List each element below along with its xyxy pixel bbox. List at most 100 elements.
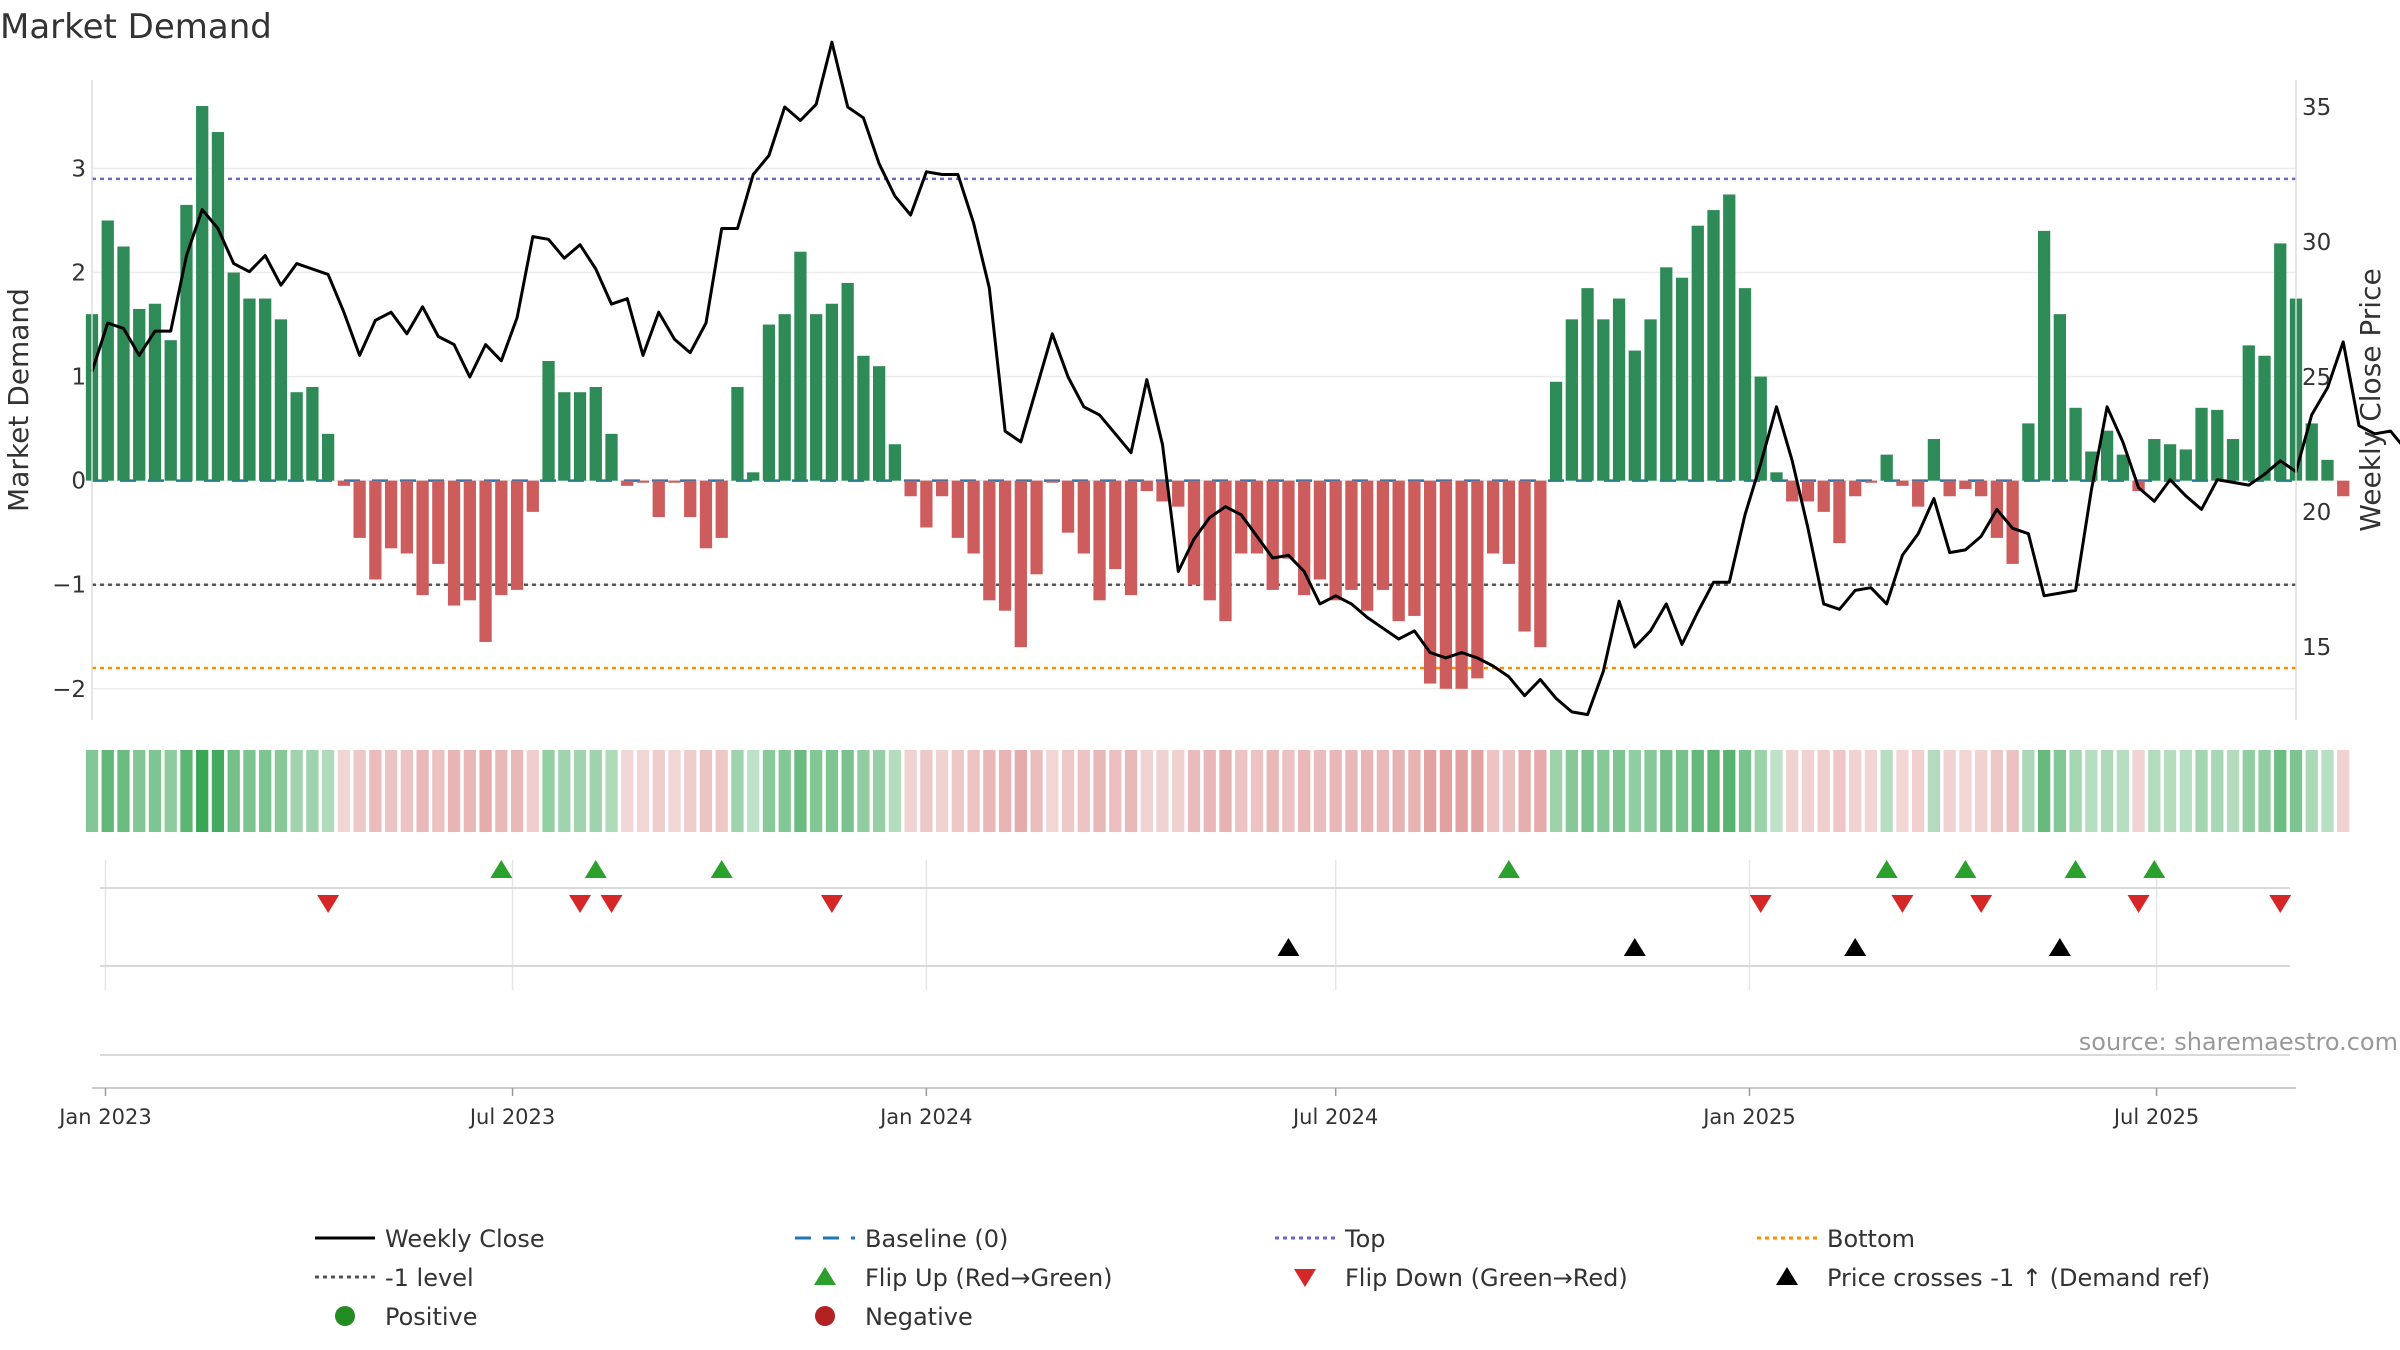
strip-cell xyxy=(400,750,413,832)
axes: −2 −1 0 1 2 3 15 20 25 30 35 xyxy=(52,80,2331,720)
strip-cell xyxy=(636,750,650,832)
legend-label: Bottom xyxy=(1827,1225,1915,1253)
demand-bar-positive xyxy=(290,392,303,481)
strip-cell xyxy=(1109,750,1122,832)
demand-bar-positive xyxy=(2037,230,2051,481)
demand-bar-positive xyxy=(259,298,272,481)
demand-bar-negative xyxy=(526,480,539,512)
demand-bar-positive xyxy=(2321,459,2334,481)
demand-bar-negative xyxy=(416,480,429,596)
legend-swatch-circle xyxy=(815,1306,835,1326)
demand-bar-positive xyxy=(2163,444,2177,481)
demand-bar-negative xyxy=(1376,480,1390,590)
demand-bar-negative xyxy=(904,480,917,497)
strip-cell xyxy=(1675,750,1689,832)
demand-bar-positive xyxy=(2069,407,2082,481)
strip-cell xyxy=(1707,750,1720,832)
legend-label: -1 level xyxy=(385,1264,474,1292)
strip-cell xyxy=(1628,750,1641,832)
strip-cell xyxy=(384,750,398,832)
strip-cell xyxy=(1156,750,1169,832)
source-credit: source: sharemaestro.com xyxy=(2079,1028,2398,1056)
demand-bar-positive xyxy=(1644,319,1657,481)
demand-bar-positive xyxy=(605,433,618,481)
demand-bar-negative xyxy=(1329,480,1342,601)
strip-cell xyxy=(1471,750,1484,832)
left-tick-label: −2 xyxy=(52,677,86,703)
strip-cell xyxy=(1030,750,1043,832)
strip-cell xyxy=(306,750,319,832)
legend-label: Price crosses -1 ↑ (Demand ref) xyxy=(1827,1264,2210,1292)
left-tick-label: −1 xyxy=(52,573,86,599)
strip-cell xyxy=(998,750,1012,832)
strip-cell xyxy=(1754,750,1767,832)
flip-up-marker xyxy=(1875,860,1898,878)
x-tick-label: Jan 2025 xyxy=(1701,1105,1796,1129)
strip-cell xyxy=(510,750,524,832)
strip-cell xyxy=(589,750,602,832)
strip-cell xyxy=(920,750,933,832)
legend-label: Negative xyxy=(865,1303,973,1331)
strip-cell xyxy=(1943,750,1956,832)
demand-bar-positive xyxy=(1565,319,1578,481)
demand-bar-positive xyxy=(2195,407,2208,481)
strip-cell xyxy=(479,750,492,832)
price-cross-marker xyxy=(1277,938,1300,956)
strip-cell xyxy=(274,750,288,832)
strip-cell xyxy=(778,750,791,832)
demand-bar-positive xyxy=(1612,298,1626,481)
strip-cell xyxy=(1786,750,1799,832)
price-cross-marker xyxy=(2048,938,2071,956)
strip-cell xyxy=(873,750,886,832)
strip-cell xyxy=(353,750,366,832)
demand-bar-negative xyxy=(1392,480,1405,622)
legend: Weekly Close Baseline (0) Top Bottom -1 leve… xyxy=(315,1225,2210,1331)
strip-cell xyxy=(1392,750,1405,832)
strip-cell xyxy=(211,750,225,832)
demand-bar-negative xyxy=(699,480,713,549)
strip-cell xyxy=(2195,750,2208,832)
demand-bar-negative xyxy=(1534,480,1547,648)
strip-cell xyxy=(148,750,162,832)
strip-cell xyxy=(85,750,99,832)
strip-cell xyxy=(2085,750,2098,832)
demand-bar-negative xyxy=(1471,480,1484,679)
strip-cell xyxy=(1833,750,1846,832)
strip-cell xyxy=(1282,750,1295,832)
demand-bar-positive xyxy=(227,272,240,481)
strip-cell xyxy=(1612,750,1626,832)
demand-bar-negative xyxy=(1486,480,1500,554)
strip-cell xyxy=(825,750,839,832)
strip-cell xyxy=(888,750,902,832)
strip-cell xyxy=(621,750,634,832)
demand-bar-negative xyxy=(1282,480,1295,559)
strip-cell xyxy=(164,750,177,832)
strip-cell xyxy=(1014,750,1027,832)
demand-bar-negative xyxy=(1801,480,1815,502)
demand-bar-negative xyxy=(1014,480,1027,648)
demand-bar-positive xyxy=(762,324,776,481)
demand-bar-positive xyxy=(322,433,335,481)
strip-cell xyxy=(1140,750,1153,832)
price-cross-marker xyxy=(1844,938,1867,956)
strip-cell xyxy=(495,750,508,832)
demand-bar-positive xyxy=(2053,314,2066,481)
strip-cell xyxy=(133,750,146,832)
strip-cell xyxy=(684,750,697,832)
flip-down-marker xyxy=(1891,895,1914,913)
strip-cell xyxy=(2148,750,2161,832)
flip-down-marker xyxy=(317,895,340,913)
demand-bar-negative xyxy=(1109,480,1122,570)
strip-cell xyxy=(322,750,335,832)
strip-cell xyxy=(605,750,618,832)
flip-up-marker xyxy=(2143,860,2166,878)
strip-cell xyxy=(1534,750,1547,832)
flip-down-marker xyxy=(2269,895,2292,913)
y-axis-label-left: Market Demand xyxy=(2,288,35,512)
strip-cell xyxy=(1124,750,1138,832)
strip-cell xyxy=(1912,750,1925,832)
demand-bar-negative xyxy=(1140,480,1153,492)
chart-title: Market Demand xyxy=(0,7,272,47)
legend-swatch-triangle-up xyxy=(1776,1267,1798,1285)
